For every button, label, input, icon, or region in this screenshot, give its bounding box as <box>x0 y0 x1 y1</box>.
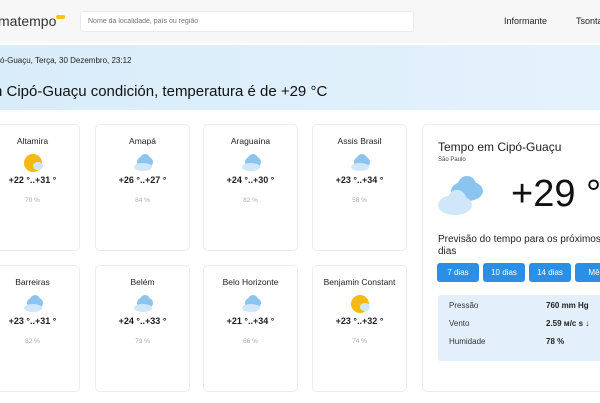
city-humidity: 70 % <box>25 197 40 204</box>
forecast-month-button[interactable]: Mês <box>575 263 600 282</box>
city-temperature: +23 °..+31 ° <box>8 316 57 326</box>
panel-region: São Paulo <box>438 157 466 163</box>
cloud-icon <box>133 154 153 171</box>
forecast-7-days-button[interactable]: 7 dias <box>437 263 479 282</box>
city-card[interactable]: Belém +24 °..+33 ° 79 % <box>95 265 190 392</box>
city-temperature: +24 °..+30 ° <box>226 175 275 185</box>
stat-value: 760 mm Hg <box>546 301 589 310</box>
weather-stats: Pressão 760 mm Hg Vento 2.59 м/с s ↓ Humid… <box>438 295 600 361</box>
logo[interactable]: matempo <box>0 13 66 29</box>
city-humidity: 74 % <box>352 338 367 345</box>
city-temperature: +23 °..+32 ° <box>335 316 384 326</box>
city-name: Amapá <box>129 136 156 146</box>
logo-mark <box>56 15 66 19</box>
city-humidity: 79 % <box>135 338 150 345</box>
city-card[interactable]: Benjamin Constant +23 °..+32 ° 74 % <box>312 265 407 392</box>
stat-value: 2.59 м/с s ↓ <box>546 319 590 328</box>
city-humidity: 82 % <box>243 197 258 204</box>
city-temperature: +26 °..+27 ° <box>118 175 167 185</box>
sun-cloud-icon <box>23 154 43 172</box>
city-temperature: +21 °..+34 ° <box>226 316 275 326</box>
cloud-icon <box>133 295 153 312</box>
page-title: n Cipó-Guaçu condición, temperatura é de… <box>0 83 328 100</box>
stat-label: Vento <box>449 319 470 328</box>
panel-title: Tempo em Cipó-Guaçu <box>438 140 562 154</box>
nav-informante[interactable]: Informante <box>504 16 548 26</box>
search-input[interactable] <box>80 11 414 32</box>
city-card[interactable]: Belo Horizonte +21 °..+34 ° 66 % <box>203 265 298 392</box>
city-name: Assis Brasil <box>337 136 382 146</box>
sun-cloud-icon <box>350 295 370 313</box>
current-temperature: +29 °C <box>511 173 600 215</box>
current-weather-panel: Tempo em Cipó-Guaçu São Paulo +29 °C Pre… <box>422 124 600 392</box>
city-name: Araguaína <box>230 136 271 146</box>
cloud-icon <box>23 295 43 312</box>
city-humidity: 84 % <box>135 197 150 204</box>
forecast-heading: Previsão do tempo para os próximos dias <box>438 234 600 257</box>
city-name: Barreiras <box>15 277 50 287</box>
location-banner <box>0 45 600 110</box>
city-card[interactable]: Assis Brasil +23 °..+34 ° 58 % <box>312 124 407 251</box>
logo-text: matempo <box>0 13 57 29</box>
stat-pressure: Pressão 760 mm Hg <box>449 301 600 319</box>
city-temperature: +24 °..+33 ° <box>118 316 167 326</box>
cloud-icon <box>241 154 261 171</box>
forecast-14-days-button[interactable]: 14 dias <box>529 263 571 282</box>
cloud-icon <box>438 176 483 215</box>
forecast-10-days-button[interactable]: 10 dias <box>483 263 525 282</box>
city-name: Altamira <box>16 136 49 146</box>
city-temperature: +22 °..+31 ° <box>8 175 57 185</box>
nav-contact[interactable]: Tsontact <box>576 16 600 26</box>
city-temperature: +23 °..+34 ° <box>335 175 384 185</box>
stat-label: Pressão <box>449 301 479 310</box>
city-name: Benjamin Constant <box>323 277 396 287</box>
city-name: Belo Horizonte <box>222 277 279 287</box>
city-card[interactable]: Barreiras +23 °..+31 ° 82 % <box>0 265 80 392</box>
stat-humidity: Humidade 78 % <box>449 337 600 355</box>
cloud-icon <box>241 295 261 312</box>
breadcrumb: ó-Guaçu, Terça, 30 Dezembro, 23:12 <box>0 56 132 65</box>
cloud-icon <box>350 154 370 171</box>
city-humidity: 66 % <box>243 338 258 345</box>
stat-wind: Vento 2.59 м/с s ↓ <box>449 319 600 337</box>
city-card[interactable]: Amapá +26 °..+27 ° 84 % <box>95 124 190 251</box>
header: matempo Informante Tsontact <box>0 0 600 43</box>
stat-value: 78 % <box>546 337 565 346</box>
city-card[interactable]: Araguaína +24 °..+30 ° 82 % <box>203 124 298 251</box>
city-card[interactable]: Altamira +22 °..+31 ° 70 % <box>0 124 80 251</box>
city-humidity: 58 % <box>352 197 367 204</box>
city-humidity: 82 % <box>25 338 40 345</box>
stat-label: Humidade <box>449 337 486 346</box>
city-name: Belém <box>130 277 155 287</box>
